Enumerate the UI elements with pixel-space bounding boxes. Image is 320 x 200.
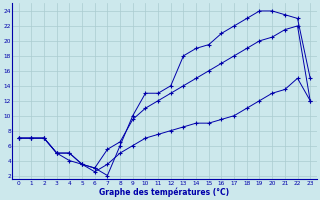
X-axis label: Graphe des températures (°C): Graphe des températures (°C) (100, 187, 229, 197)
